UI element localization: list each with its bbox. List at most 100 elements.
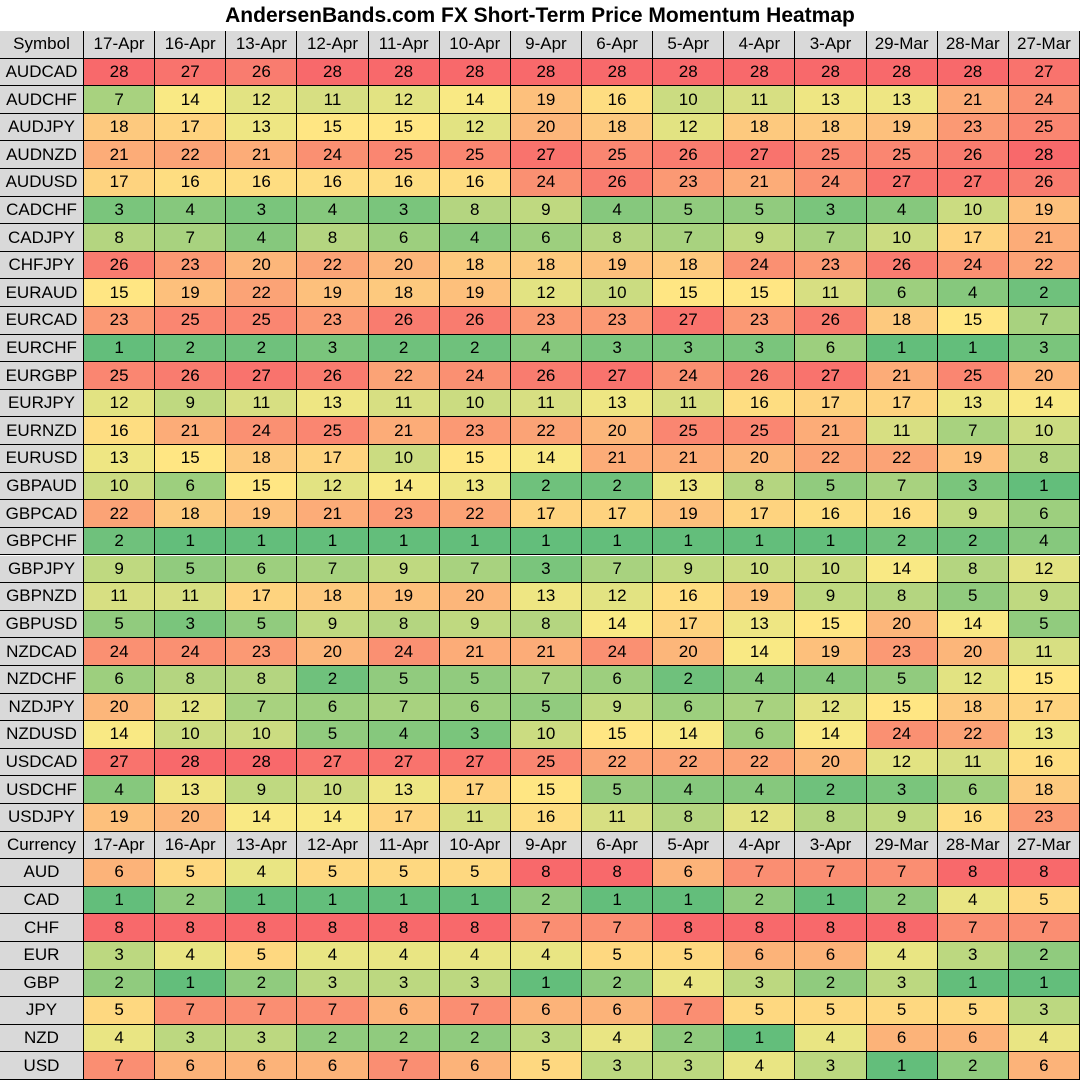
heat-cell: 24 xyxy=(724,251,796,280)
heat-cell: 18 xyxy=(653,251,725,280)
heat-cell: 11 xyxy=(795,279,867,308)
row-label: USDCAD xyxy=(0,748,84,777)
heat-cell: 8 xyxy=(795,803,867,832)
heat-cell: 5 xyxy=(724,196,796,225)
heat-cell: 16 xyxy=(155,169,227,197)
heat-cell: 23 xyxy=(297,307,369,335)
heat-cell: 7 xyxy=(937,914,1009,942)
heat-cell: 5 xyxy=(226,610,298,639)
heat-cell: 15 xyxy=(795,610,867,639)
heat-cell: 4 xyxy=(155,941,227,970)
heat-cell: 19 xyxy=(866,113,938,142)
heat-cell: 1 xyxy=(84,334,156,363)
heat-cell: 8 xyxy=(866,583,938,611)
heat-cell: 16 xyxy=(724,389,796,418)
heat-cell: 8 xyxy=(582,859,654,887)
heat-cell: 21 xyxy=(1008,224,1080,252)
heat-cell: 16 xyxy=(368,169,440,197)
heat-cell: 5 xyxy=(368,665,440,694)
heat-cell: 1 xyxy=(1008,969,1080,998)
heat-cell: 26 xyxy=(226,58,298,87)
column-header: 11-Apr xyxy=(368,831,440,860)
column-header: 5-Apr xyxy=(653,31,725,59)
heat-cell: 24 xyxy=(866,721,938,749)
heat-cell: 23 xyxy=(795,251,867,280)
heat-cell: 6 xyxy=(439,1052,511,1080)
heat-cell: 7 xyxy=(1008,914,1080,942)
column-header: 27-Mar xyxy=(1008,831,1080,860)
heat-cell: 13 xyxy=(297,389,369,418)
heat-cell: 12 xyxy=(653,113,725,142)
row-label: JPY xyxy=(0,997,84,1025)
heat-cell: 23 xyxy=(653,169,725,197)
heat-cell: 10 xyxy=(937,196,1009,225)
heat-cell: 25 xyxy=(795,141,867,169)
heat-cell: 7 xyxy=(866,472,938,501)
heat-cell: 28 xyxy=(582,58,654,87)
heat-cell: 5 xyxy=(795,997,867,1025)
heat-cell: 1 xyxy=(724,1024,796,1053)
heat-cell: 6 xyxy=(510,224,582,252)
heat-cell: 4 xyxy=(582,1024,654,1053)
heat-cell: 6 xyxy=(155,1052,227,1080)
row-label: GBPJPY xyxy=(0,555,84,584)
heat-cell: 2 xyxy=(368,1024,440,1053)
heat-cell: 1 xyxy=(84,886,156,915)
row-label: EURCAD xyxy=(0,307,84,335)
heat-cell: 26 xyxy=(155,362,227,390)
heat-cell: 9 xyxy=(510,196,582,225)
heat-cell: 4 xyxy=(297,196,369,225)
heat-cell: 15 xyxy=(937,307,1009,335)
heat-cell: 28 xyxy=(795,58,867,87)
heat-cell: 11 xyxy=(582,803,654,832)
heat-cell: 23 xyxy=(1008,803,1080,832)
heat-cell: 19 xyxy=(1008,196,1080,225)
heat-cell: 28 xyxy=(368,58,440,87)
heat-cell: 1 xyxy=(439,886,511,915)
heat-cell: 14 xyxy=(439,86,511,114)
heat-cell: 4 xyxy=(653,776,725,804)
heat-cell: 9 xyxy=(1008,583,1080,611)
row-label: GBPNZD xyxy=(0,583,84,611)
heat-cell: 18 xyxy=(866,307,938,335)
heat-cell: 12 xyxy=(226,86,298,114)
heat-cell: 1 xyxy=(937,969,1009,998)
heat-cell: 5 xyxy=(297,859,369,887)
heat-cell: 1 xyxy=(368,527,440,556)
heat-cell: 16 xyxy=(510,803,582,832)
heat-cell: 4 xyxy=(937,279,1009,308)
heat-cell: 8 xyxy=(84,914,156,942)
heat-cell: 19 xyxy=(724,583,796,611)
heat-cell: 22 xyxy=(155,141,227,169)
heat-cell: 1 xyxy=(155,527,227,556)
heat-cell: 10 xyxy=(297,776,369,804)
heat-cell: 25 xyxy=(724,417,796,446)
heat-cell: 7 xyxy=(795,224,867,252)
heat-cell: 11 xyxy=(155,583,227,611)
heat-cell: 18 xyxy=(937,693,1009,722)
heat-cell: 4 xyxy=(795,1024,867,1053)
heat-cell: 8 xyxy=(866,914,938,942)
heat-cell: 15 xyxy=(84,279,156,308)
heat-cell: 25 xyxy=(439,141,511,169)
heat-cell: 4 xyxy=(439,941,511,970)
heat-cell: 8 xyxy=(582,224,654,252)
heat-cell: 10 xyxy=(582,279,654,308)
heat-cell: 1 xyxy=(368,886,440,915)
heat-cell: 4 xyxy=(84,1024,156,1053)
heat-cell: 11 xyxy=(368,389,440,418)
heat-cell: 16 xyxy=(297,169,369,197)
heat-cell: 12 xyxy=(866,748,938,777)
heat-cell: 11 xyxy=(1008,638,1080,666)
heat-cell: 14 xyxy=(866,555,938,584)
heat-cell: 10 xyxy=(866,224,938,252)
heat-cell: 12 xyxy=(795,693,867,722)
heat-cell: 1 xyxy=(510,527,582,556)
heat-cell: 12 xyxy=(297,472,369,501)
heat-cell: 9 xyxy=(724,224,796,252)
heat-cell: 23 xyxy=(866,638,938,666)
heat-cell: 12 xyxy=(368,86,440,114)
row-label: GBPCHF xyxy=(0,527,84,556)
heat-cell: 1 xyxy=(653,527,725,556)
